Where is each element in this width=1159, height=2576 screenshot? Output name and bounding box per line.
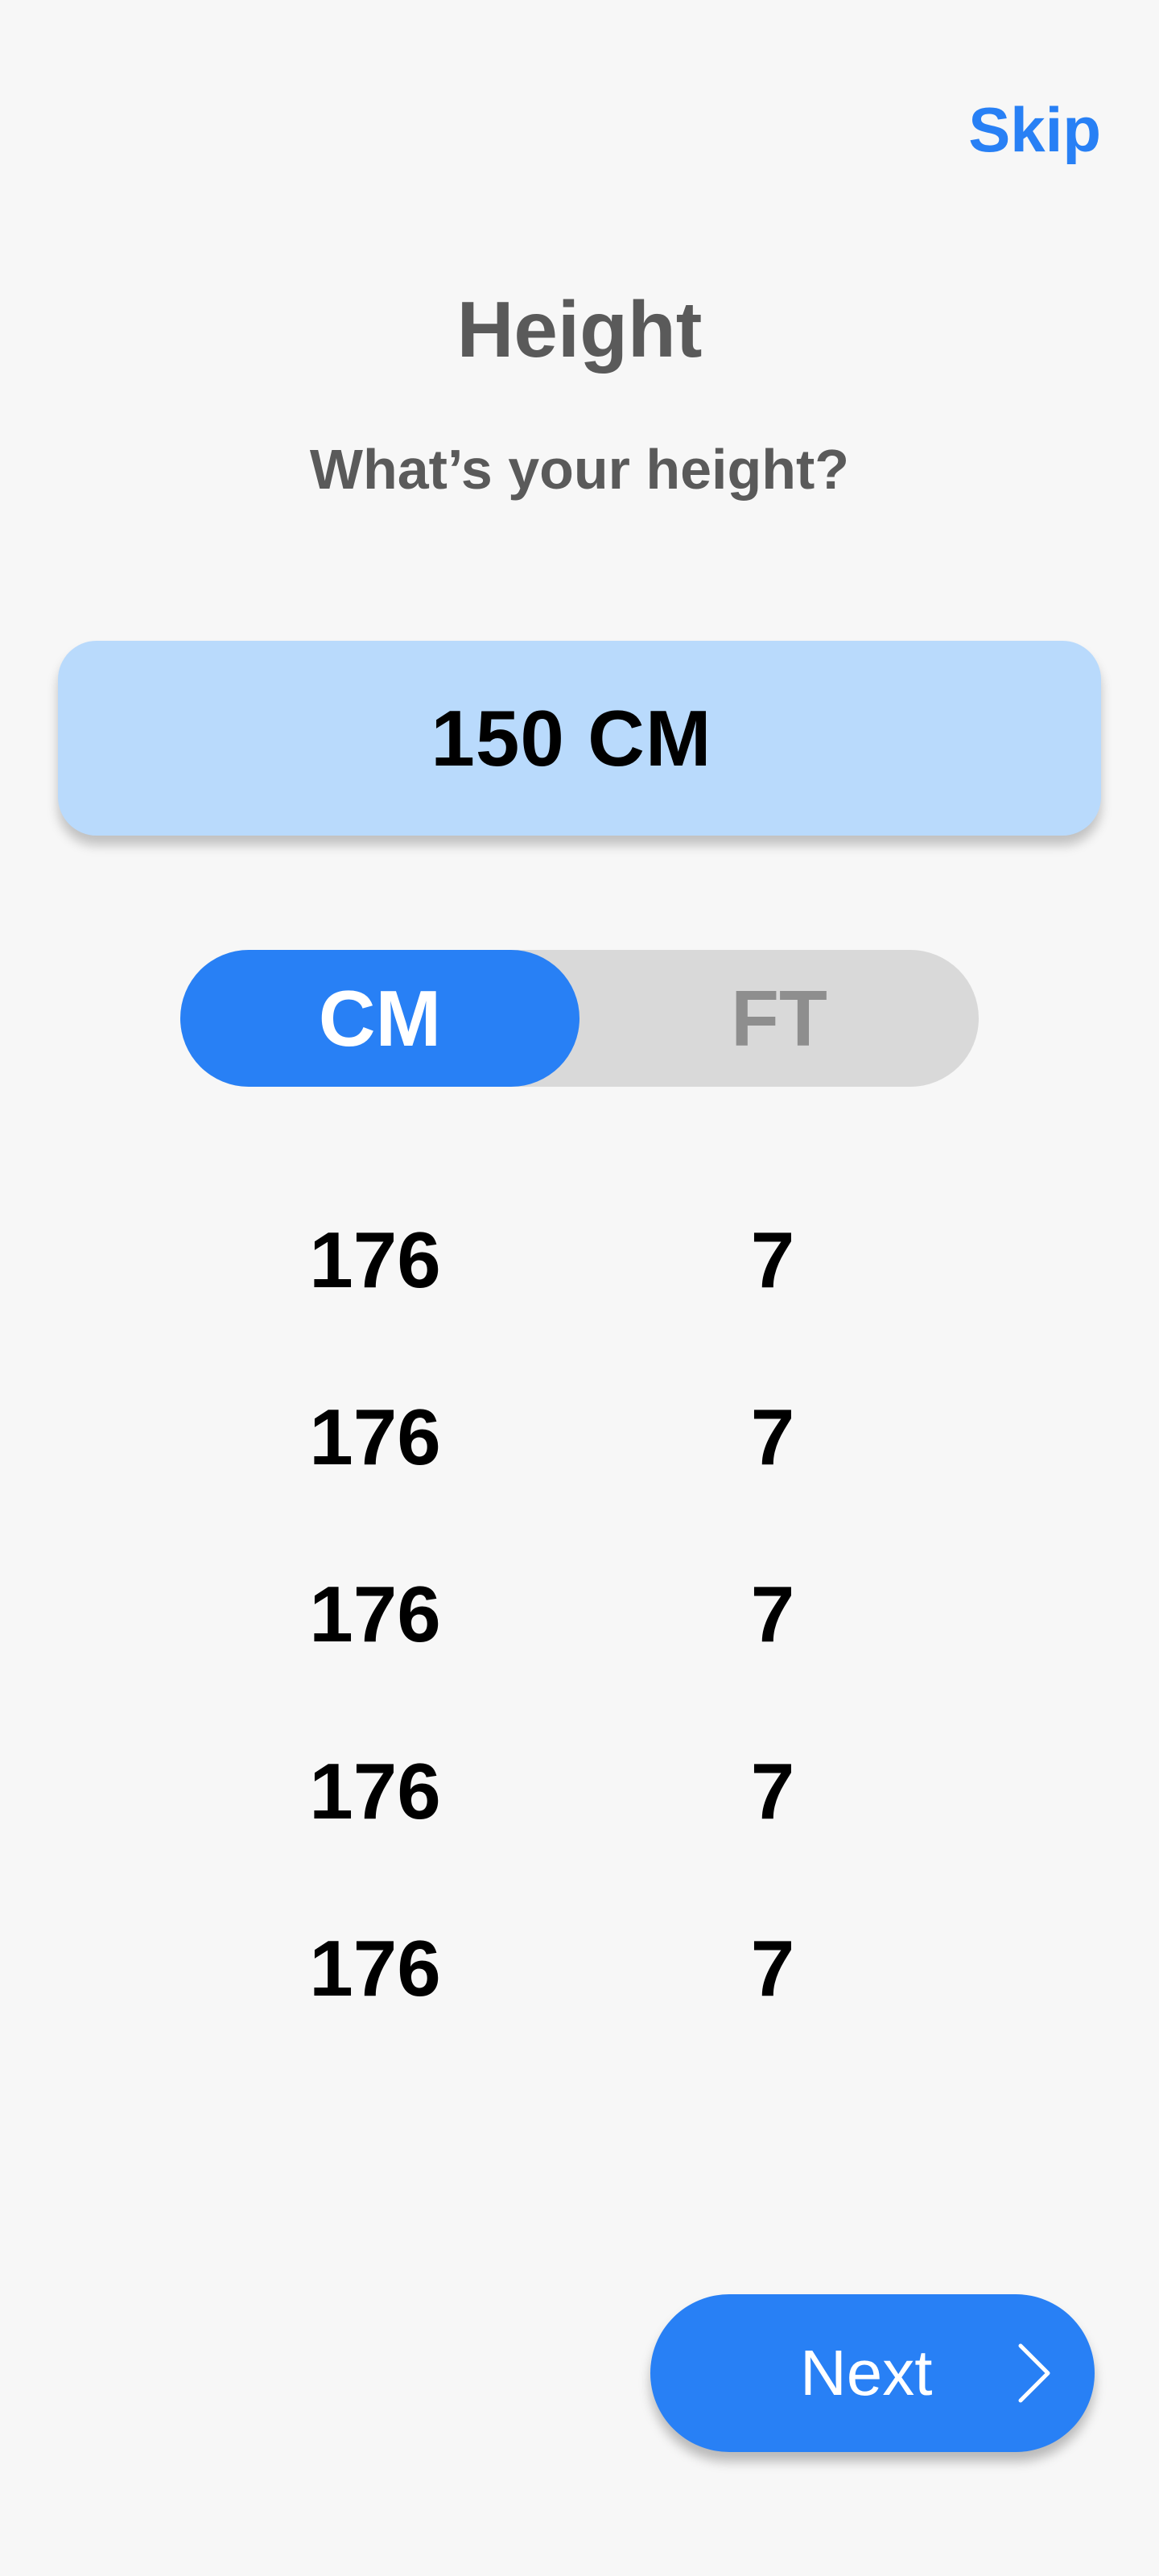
picker-cm-value[interactable]: 176 (309, 1393, 441, 1481)
picker-row: 176 7 (0, 1739, 1159, 1916)
picker-row: 176 7 (0, 1562, 1159, 1739)
picker-cm-value[interactable]: 176 (309, 1216, 441, 1304)
next-button[interactable]: Next (650, 2294, 1095, 2452)
picker-ft-value[interactable]: 7 (750, 1924, 795, 2013)
picker-ft-value[interactable]: 7 (750, 1393, 795, 1481)
selected-height-display: 150 CM (58, 641, 1101, 836)
height-picker: 176 7 176 7 176 7 176 7 176 7 (0, 1208, 1159, 2093)
chevron-right-icon (1018, 2343, 1050, 2403)
unit-option-cm[interactable]: CM (180, 950, 580, 1087)
picker-ft-value[interactable]: 7 (750, 1747, 795, 1835)
selected-height-value: 150 CM (431, 693, 712, 782)
picker-cm-value[interactable]: 176 (309, 1570, 441, 1658)
picker-ft-value[interactable]: 7 (750, 1216, 795, 1304)
page-subtitle: What’s your height? (309, 438, 850, 501)
picker-row: 176 7 (0, 1385, 1159, 1562)
picker-cm-value[interactable]: 176 (309, 1924, 441, 2013)
page-title: Height (456, 285, 703, 374)
picker-row: 176 7 (0, 1208, 1159, 1385)
picker-ft-value[interactable]: 7 (750, 1570, 795, 1658)
unit-option-ft[interactable]: FT (731, 973, 827, 1063)
picker-cm-value[interactable]: 176 (309, 1747, 441, 1835)
unit-toggle: CM FT (180, 950, 979, 1087)
skip-button[interactable]: Skip (968, 94, 1101, 165)
picker-row: 176 7 (0, 1916, 1159, 2093)
next-button-label: Next (800, 2337, 933, 2409)
